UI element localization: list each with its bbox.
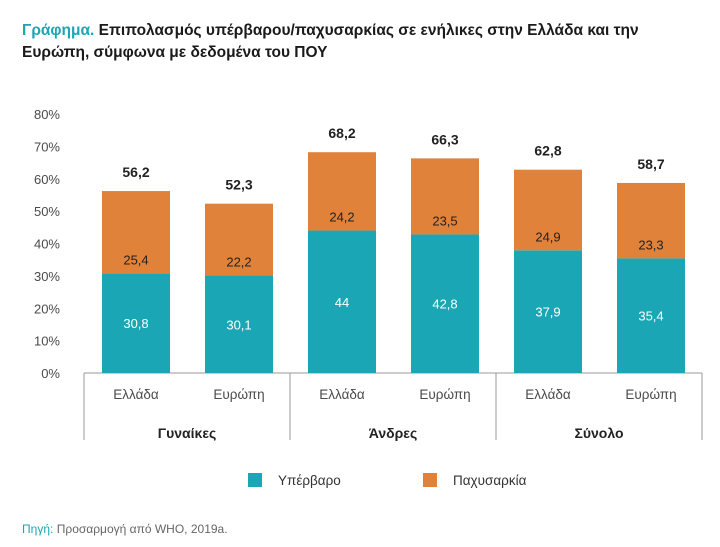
chart-title-text: Επιπολασμός υπέρβαρου/παχυσαρκίας σε ενή… xyxy=(22,22,639,61)
x-tick-label: Ευρώπη xyxy=(419,387,470,402)
bar-obesity xyxy=(102,191,170,274)
total-label: 62,8 xyxy=(534,143,561,159)
y-tick-label: 60% xyxy=(34,172,60,187)
group-label: Σύνολο xyxy=(574,425,623,441)
y-tick-label: 30% xyxy=(34,269,60,284)
bar-obesity xyxy=(308,152,376,231)
chart-title-label: Γράφημα. xyxy=(22,22,95,39)
x-tick-label: Ευρώπη xyxy=(213,387,264,402)
x-tick-label: Ελλάδα xyxy=(319,387,365,402)
total-label: 52,3 xyxy=(225,177,252,193)
data-label-overweight: 35,4 xyxy=(638,309,663,324)
bar-obesity xyxy=(617,182,685,259)
legend-swatch xyxy=(423,473,437,487)
x-tick-label: Ελλάδα xyxy=(525,387,571,402)
source-note: Πηγή: Προσαρμογή από WHO, 2019a. xyxy=(22,522,228,536)
chart-title: Γράφημα. Επιπολασμός υπέρβαρου/παχυσαρκί… xyxy=(22,20,702,64)
data-label-obesity: 24,2 xyxy=(329,210,354,225)
y-tick-label: 40% xyxy=(34,237,60,252)
x-tick-label: Ελλάδα xyxy=(113,387,159,402)
data-label-obesity: 23,5 xyxy=(432,213,457,228)
data-label-overweight: 37,9 xyxy=(535,305,560,320)
data-label-overweight: 30,8 xyxy=(123,316,148,331)
source-text: Προσαρμογή από WHO, 2019a. xyxy=(56,522,228,536)
y-tick-label: 20% xyxy=(34,301,60,316)
bar-overweight xyxy=(308,230,376,373)
data-label-overweight: 44 xyxy=(335,295,349,310)
legend-label: Υπέρβαρο xyxy=(278,473,341,488)
x-tick-label: Ευρώπη xyxy=(625,387,676,402)
data-label-overweight: 42,8 xyxy=(432,297,457,312)
data-label-obesity: 25,4 xyxy=(123,252,148,267)
y-tick-label: 10% xyxy=(34,334,60,349)
group-label: Άνδρες xyxy=(369,425,417,441)
data-label-obesity: 23,3 xyxy=(638,237,663,252)
bar-overweight xyxy=(617,258,685,373)
bar-obesity xyxy=(411,158,479,235)
data-label-overweight: 30,1 xyxy=(226,317,251,332)
data-label-obesity: 24,9 xyxy=(535,229,560,244)
legend-label: Παχυσαρκία xyxy=(453,473,527,488)
total-label: 68,2 xyxy=(328,125,355,141)
total-label: 66,3 xyxy=(431,131,458,147)
y-tick-label: 50% xyxy=(34,204,60,219)
y-tick-label: 0% xyxy=(41,366,60,381)
source-label: Πηγή: xyxy=(22,522,54,536)
total-label: 58,7 xyxy=(637,156,664,172)
total-label: 56,2 xyxy=(122,164,149,180)
y-tick-label: 80% xyxy=(34,107,60,122)
data-label-obesity: 22,2 xyxy=(226,255,251,270)
bar-overweight xyxy=(102,273,170,373)
bar-overweight xyxy=(411,234,479,373)
legend-swatch xyxy=(248,473,262,487)
group-label: Γυναίκες xyxy=(158,425,217,441)
y-tick-label: 70% xyxy=(34,139,60,154)
bar-overweight xyxy=(514,250,582,373)
bar-obesity xyxy=(514,169,582,251)
bar-obesity xyxy=(205,203,273,276)
bar-overweight xyxy=(205,275,273,373)
